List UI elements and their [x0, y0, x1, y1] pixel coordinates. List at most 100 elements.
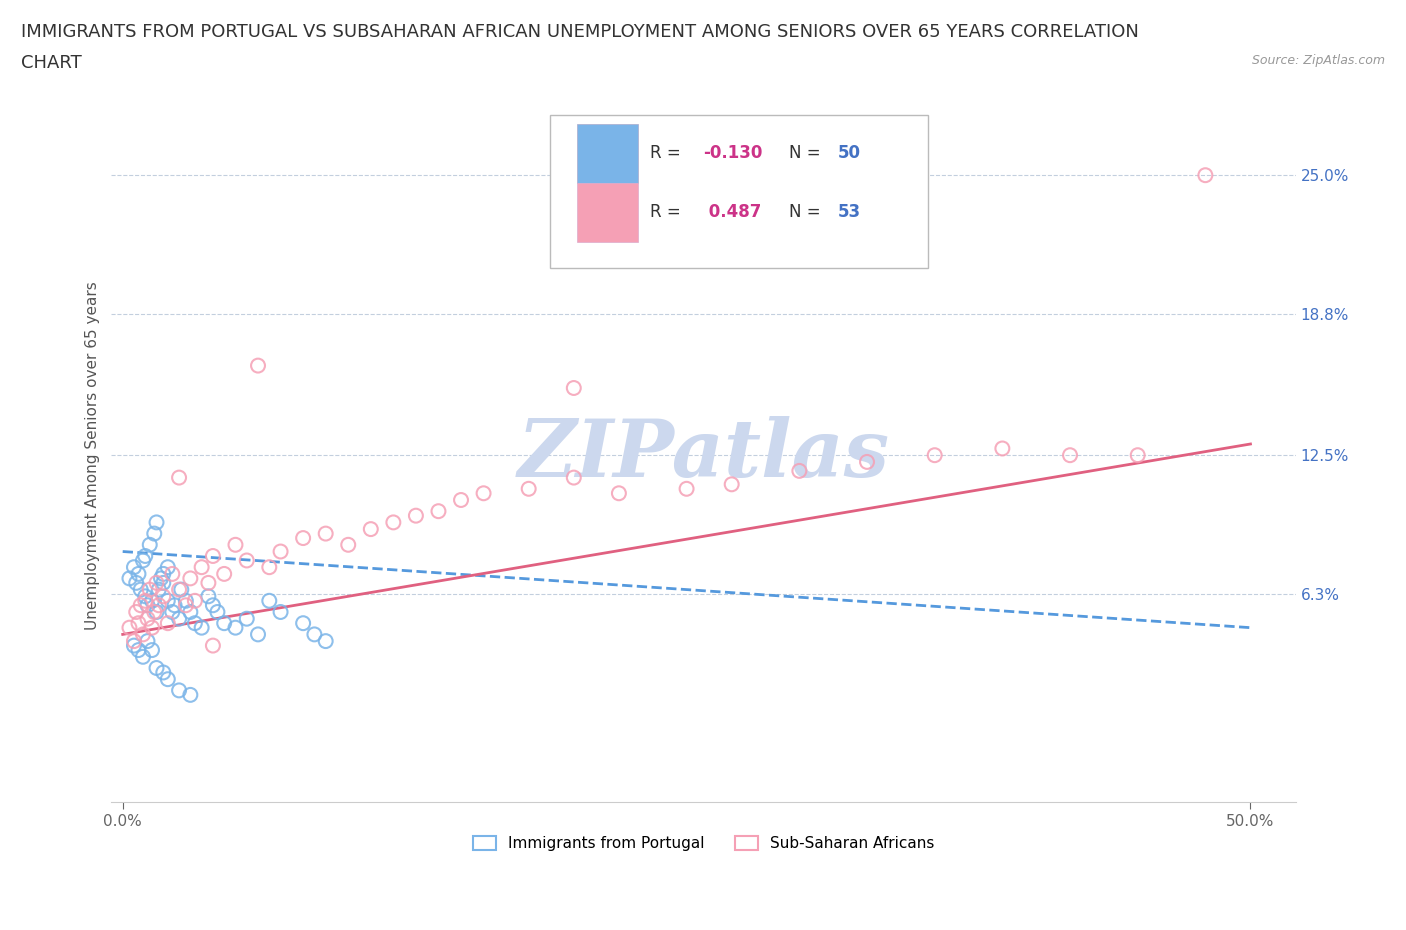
Legend: Immigrants from Portugal, Sub-Saharan Africans: Immigrants from Portugal, Sub-Saharan Af…	[467, 830, 941, 857]
Text: -0.130: -0.130	[703, 144, 763, 162]
Point	[152, 665, 174, 680]
Point	[991, 441, 1014, 456]
Point	[179, 571, 201, 586]
Point	[143, 526, 166, 541]
Point	[127, 566, 149, 581]
Point	[118, 571, 141, 586]
Point	[1059, 447, 1081, 462]
Point	[122, 633, 145, 648]
Point	[224, 620, 246, 635]
Text: CHART: CHART	[21, 54, 82, 72]
Point	[139, 538, 162, 552]
FancyBboxPatch shape	[576, 124, 638, 182]
Point	[472, 485, 495, 500]
Point	[122, 560, 145, 575]
Text: Source: ZipAtlas.com: Source: ZipAtlas.com	[1251, 54, 1385, 67]
Point	[1194, 167, 1216, 182]
Point	[156, 560, 179, 575]
Point	[190, 560, 212, 575]
Point	[856, 455, 879, 470]
Point	[163, 598, 186, 613]
Point	[207, 604, 229, 619]
Point	[156, 616, 179, 631]
Point	[201, 598, 224, 613]
Point	[201, 549, 224, 564]
Point	[125, 604, 148, 619]
Point	[270, 544, 292, 559]
Point	[174, 593, 197, 608]
Point	[141, 620, 163, 635]
Point	[270, 604, 292, 619]
Point	[259, 560, 281, 575]
Point	[212, 566, 235, 581]
Point	[224, 538, 246, 552]
Point	[924, 447, 946, 462]
Point	[162, 566, 184, 581]
Point	[337, 538, 360, 552]
FancyBboxPatch shape	[550, 115, 928, 268]
Point	[145, 515, 167, 530]
Point	[118, 620, 141, 635]
Point	[789, 463, 811, 478]
Point	[129, 598, 152, 613]
Point	[315, 633, 337, 648]
Point	[162, 604, 184, 619]
Point	[150, 571, 173, 586]
Point	[720, 477, 742, 492]
Point	[129, 582, 152, 597]
Point	[134, 593, 156, 608]
Point	[1126, 447, 1149, 462]
Point	[141, 643, 163, 658]
Point	[139, 582, 162, 597]
Point	[450, 493, 472, 508]
Point	[132, 627, 155, 642]
Point	[174, 598, 197, 613]
Point	[156, 671, 179, 686]
Point	[167, 683, 190, 698]
Point	[562, 471, 585, 485]
Point	[127, 616, 149, 631]
Point	[382, 515, 405, 530]
Point	[675, 482, 697, 497]
Point	[152, 576, 174, 591]
Point	[167, 582, 190, 597]
Point	[247, 358, 270, 373]
Text: 50: 50	[838, 144, 860, 162]
Point	[125, 576, 148, 591]
Point	[179, 687, 201, 702]
FancyBboxPatch shape	[576, 182, 638, 242]
Point	[315, 526, 337, 541]
Point	[247, 627, 270, 642]
Y-axis label: Unemployment Among Seniors over 65 years: Unemployment Among Seniors over 65 years	[86, 281, 100, 630]
Point	[360, 522, 382, 537]
Text: R =: R =	[650, 144, 686, 162]
Point	[127, 643, 149, 658]
Point	[170, 582, 193, 597]
Point	[607, 485, 630, 500]
Point	[148, 598, 170, 613]
Text: N =: N =	[789, 203, 825, 221]
Point	[145, 660, 167, 675]
Point	[427, 504, 450, 519]
Point	[179, 604, 201, 619]
Point	[184, 616, 207, 631]
Point	[184, 593, 207, 608]
Point	[197, 576, 219, 591]
Point	[141, 593, 163, 608]
Point	[132, 553, 155, 568]
Point	[292, 531, 315, 546]
Point	[235, 553, 257, 568]
Text: R =: R =	[650, 203, 686, 221]
Text: IMMIGRANTS FROM PORTUGAL VS SUBSAHARAN AFRICAN UNEMPLOYMENT AMONG SENIORS OVER 6: IMMIGRANTS FROM PORTUGAL VS SUBSAHARAN A…	[21, 23, 1139, 41]
Point	[517, 482, 540, 497]
Point	[145, 576, 167, 591]
Text: N =: N =	[789, 144, 825, 162]
Point	[136, 598, 159, 613]
Point	[136, 611, 159, 626]
Point	[292, 616, 315, 631]
Text: 53: 53	[838, 203, 860, 221]
Point	[167, 471, 190, 485]
Point	[132, 649, 155, 664]
Text: 0.487: 0.487	[703, 203, 762, 221]
Point	[201, 638, 224, 653]
